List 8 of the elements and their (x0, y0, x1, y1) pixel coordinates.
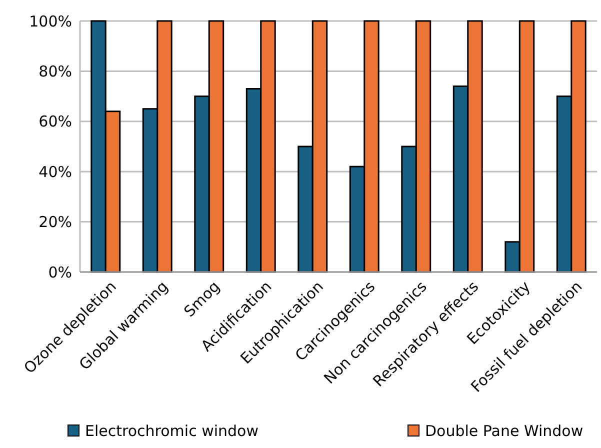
legend-label: Electrochromic window (85, 422, 258, 440)
y-tick-label: 60% (38, 112, 72, 131)
y-tick-label: 100% (29, 12, 72, 30)
y-tick-label: 20% (38, 213, 72, 232)
y-tick-label: 80% (38, 62, 72, 80)
y-tick-label: 0% (48, 263, 72, 282)
legend-label: Double Pane Window (425, 422, 584, 440)
y-tick-label: 40% (38, 162, 72, 181)
